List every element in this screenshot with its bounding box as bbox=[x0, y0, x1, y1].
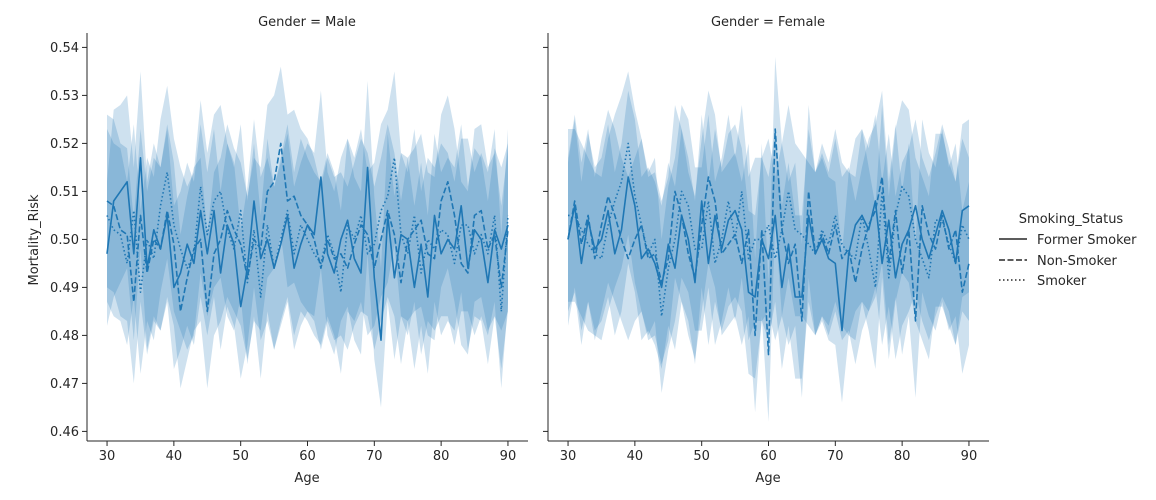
panel-female bbox=[567, 57, 970, 422]
legend-label-non-smoker: Non-Smoker bbox=[1037, 254, 1118, 269]
x-tick-label-female-50: 50 bbox=[693, 449, 710, 464]
y-tick-label-0.54: 0.54 bbox=[50, 41, 79, 56]
x-tick-label-female-90: 90 bbox=[961, 449, 978, 464]
x-tick-label-female-30: 30 bbox=[560, 449, 577, 464]
x-tick-label-male-40: 40 bbox=[166, 449, 183, 464]
x-tick-label-male-90: 90 bbox=[500, 449, 517, 464]
x-tick-label-female-70: 70 bbox=[827, 449, 844, 464]
y-axis-label: Mortality_Risk bbox=[27, 194, 42, 286]
x-axis-label-male: Age bbox=[294, 471, 319, 486]
panel-male bbox=[106, 66, 509, 408]
ci-band-female-former-smoker bbox=[568, 90, 969, 403]
series-line-female-smoker bbox=[568, 142, 970, 318]
y-tick-label-0.46: 0.46 bbox=[50, 425, 79, 440]
y-tick-label-0.53: 0.53 bbox=[50, 89, 79, 104]
legend: Smoking_Status Former Smoker Non-Smoker … bbox=[999, 212, 1137, 289]
x-tick-label-female-60: 60 bbox=[760, 449, 777, 464]
y-tick-label-0.49: 0.49 bbox=[50, 281, 79, 296]
series-line-female-non-smoker bbox=[567, 128, 970, 356]
x-tick-label-male-30: 30 bbox=[99, 449, 116, 464]
ci-band-female-smoker bbox=[568, 71, 969, 394]
legend-label-former-smoker: Former Smoker bbox=[1037, 233, 1137, 248]
ci-band-male-former-smoker bbox=[107, 71, 508, 408]
x-tick-label-male-60: 60 bbox=[299, 449, 316, 464]
y-tick-label-0.47: 0.47 bbox=[50, 377, 79, 392]
x-tick-label-male-80: 80 bbox=[433, 449, 450, 464]
x-tick-label-female-80: 80 bbox=[894, 449, 911, 464]
x-axis-label-female: Age bbox=[755, 471, 780, 486]
axes: 30 40 50 60 70 80 90 0.46 0.47 0.48 0.49 0.50 0.51 0.… bbox=[50, 33, 989, 464]
legend-label-smoker: Smoker bbox=[1037, 274, 1087, 289]
ci-band-female-non-smoker bbox=[568, 57, 969, 422]
series-line-male-former-smoker bbox=[106, 157, 509, 342]
y-tick-label-0.50: 0.50 bbox=[50, 233, 79, 248]
x-tick-label-male-50: 50 bbox=[232, 449, 249, 464]
legend-title: Smoking_Status bbox=[1019, 212, 1124, 227]
x-tick-label-female-40: 40 bbox=[627, 449, 644, 464]
facet-title-female: Gender = Female bbox=[711, 15, 825, 30]
facet-title-male: Gender = Male bbox=[258, 15, 356, 30]
series-line-female-former-smoker bbox=[567, 176, 970, 332]
y-tick-label-0.51: 0.51 bbox=[50, 185, 79, 200]
y-tick-label-0.48: 0.48 bbox=[50, 329, 79, 344]
x-tick-label-male-70: 70 bbox=[366, 449, 383, 464]
series-line-male-non-smoker bbox=[106, 142, 509, 313]
y-tick-label-0.52: 0.52 bbox=[50, 137, 79, 152]
